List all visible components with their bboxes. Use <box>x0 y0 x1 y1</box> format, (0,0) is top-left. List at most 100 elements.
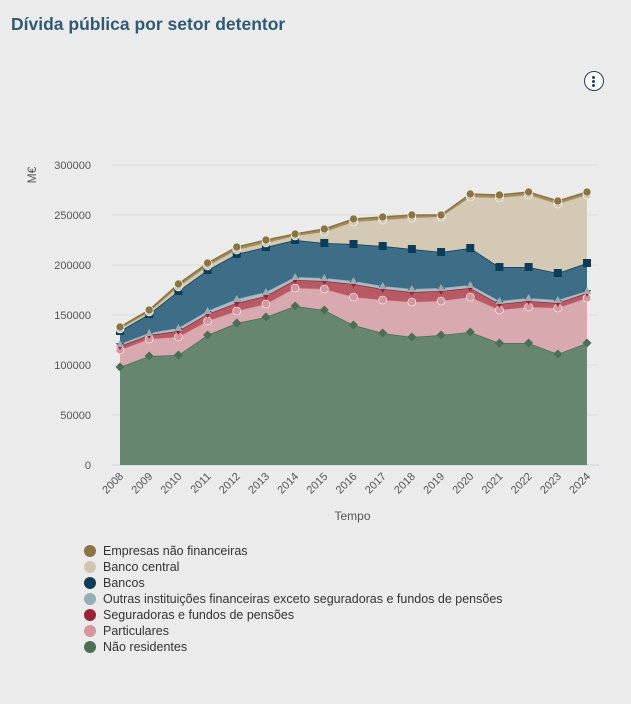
legend-item[interactable]: Seguradoras e fundos de pensões <box>84 607 503 623</box>
data-point[interactable] <box>407 210 417 220</box>
data-point[interactable] <box>349 277 358 284</box>
data-point[interactable] <box>466 281 475 288</box>
chart-menu-button[interactable] <box>584 71 604 91</box>
y-axis-title: M€ <box>25 166 39 183</box>
legend-item[interactable]: Não residentes <box>84 639 503 655</box>
legend-swatch-icon <box>84 561 96 573</box>
data-point[interactable] <box>407 245 416 253</box>
data-point[interactable] <box>173 350 183 360</box>
data-point[interactable] <box>495 190 504 200</box>
x-tick-label: 2016 <box>334 471 360 497</box>
data-point[interactable] <box>583 259 591 267</box>
series-area <box>120 277 587 346</box>
data-point[interactable] <box>203 316 212 326</box>
data-point[interactable] <box>290 229 300 239</box>
legend-label: Bancos <box>103 576 145 590</box>
x-tick-label: 2021 <box>480 471 506 497</box>
data-point[interactable] <box>378 212 387 222</box>
data-point[interactable] <box>261 312 271 322</box>
legend-item[interactable]: Bancos <box>84 575 503 591</box>
data-point[interactable] <box>378 295 387 305</box>
legend-item[interactable]: Banco central <box>84 559 503 575</box>
data-point[interactable] <box>116 340 124 347</box>
data-point[interactable] <box>349 240 358 248</box>
data-point[interactable] <box>144 305 154 315</box>
data-point[interactable] <box>524 338 534 348</box>
data-point[interactable] <box>407 285 416 292</box>
data-point[interactable] <box>524 263 533 271</box>
legend-swatch-icon <box>84 625 96 637</box>
data-point[interactable] <box>232 306 242 316</box>
data-point[interactable] <box>436 296 446 306</box>
data-point[interactable] <box>553 349 563 359</box>
data-point[interactable] <box>436 330 446 340</box>
data-point[interactable] <box>465 292 475 302</box>
data-point[interactable] <box>261 299 271 309</box>
data-point[interactable] <box>232 242 242 252</box>
data-point[interactable] <box>232 295 241 302</box>
data-point[interactable] <box>320 239 329 247</box>
data-point[interactable] <box>553 269 562 277</box>
data-point[interactable] <box>582 338 592 348</box>
data-point[interactable] <box>349 320 358 330</box>
page-title: Dívida pública por setor detentor <box>11 14 286 34</box>
x-tick-label: 2013 <box>246 471 272 497</box>
data-point[interactable] <box>291 273 300 280</box>
legend-swatch-icon <box>84 577 96 589</box>
data-point[interactable] <box>319 305 329 315</box>
data-point[interactable] <box>378 242 387 250</box>
y-tick-label: 300000 <box>54 160 91 172</box>
data-point[interactable] <box>407 332 417 342</box>
data-point[interactable] <box>261 288 270 295</box>
data-point[interactable] <box>553 196 563 206</box>
data-point[interactable] <box>320 224 329 234</box>
data-point[interactable] <box>466 244 475 252</box>
data-point[interactable] <box>553 296 562 303</box>
data-point[interactable] <box>582 187 592 197</box>
data-point[interactable] <box>320 274 329 281</box>
y-tick-label: 100000 <box>54 360 91 372</box>
data-point[interactable] <box>436 210 446 220</box>
data-point[interactable] <box>349 292 358 302</box>
data-point[interactable] <box>378 328 388 338</box>
stacked-area-chart: 0 50000 100000 150000 200000 250000 300000 200… <box>25 160 599 523</box>
data-point[interactable] <box>524 187 533 197</box>
data-point[interactable] <box>465 327 475 337</box>
data-point[interactable] <box>437 284 446 291</box>
data-point[interactable] <box>115 322 125 332</box>
x-tick-label: 2018 <box>392 471 418 497</box>
data-point[interactable] <box>232 318 242 328</box>
data-point[interactable] <box>437 248 446 256</box>
y-tick-label: 200000 <box>54 260 91 272</box>
legend-item[interactable]: Outras instituições financeiras exceto s… <box>84 591 503 607</box>
data-point[interactable] <box>261 235 271 245</box>
x-tick-label: 2020 <box>451 471 477 497</box>
data-point[interactable] <box>524 294 533 301</box>
data-point[interactable] <box>290 301 300 311</box>
data-point[interactable] <box>203 258 212 268</box>
data-point[interactable] <box>203 330 213 340</box>
data-point[interactable] <box>378 282 387 289</box>
data-point[interactable] <box>407 297 417 307</box>
data-point[interactable] <box>174 324 183 331</box>
data-point[interactable] <box>583 287 591 294</box>
data-point[interactable] <box>494 338 504 348</box>
data-point[interactable] <box>495 297 504 304</box>
y-tick-label: 250000 <box>54 210 91 222</box>
data-point[interactable] <box>320 284 329 294</box>
data-point[interactable] <box>145 329 154 336</box>
data-point[interactable] <box>203 307 212 314</box>
data-point[interactable] <box>465 189 475 199</box>
data-point[interactable] <box>174 279 183 289</box>
data-point[interactable] <box>349 214 358 224</box>
data-point[interactable] <box>495 263 504 271</box>
legend-item[interactable]: Empresas não financeiras <box>84 543 503 559</box>
legend-label: Outras instituições financeiras exceto s… <box>103 592 503 606</box>
data-point[interactable] <box>115 362 125 372</box>
data-point[interactable] <box>290 283 300 293</box>
x-tick-label: 2010 <box>159 471 185 497</box>
legend: Empresas não financeiras Banco central Ban… <box>84 543 503 655</box>
legend-item[interactable]: Particulares <box>84 623 503 639</box>
data-point[interactable] <box>144 351 154 361</box>
legend-label: Particulares <box>103 624 169 638</box>
